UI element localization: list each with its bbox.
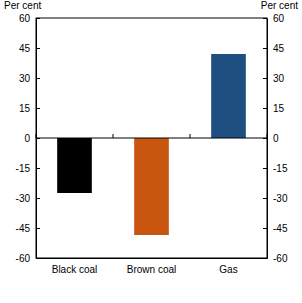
tick: -15 [16,163,40,174]
tick-mark [263,48,267,49]
tick-label: Black coal [52,264,98,275]
tick-mark [263,18,267,19]
tick-label: 45 [19,43,31,54]
tick: -30 [263,193,288,204]
tick-mark [263,78,267,79]
tick-mark [263,138,267,139]
plot: -60 -45 -30 -15 0 15 30 45 60 -60 -45 -30 -15 0 15 30 45… [16,13,288,275]
tick-mark [263,168,267,169]
tick-mark [263,228,267,229]
tick: 15 [19,103,40,114]
tick-label: Gas [219,264,237,275]
tick-label: -30 [16,193,31,204]
tick-label: -45 [273,223,288,234]
tick: 30 [19,73,40,84]
tick-label: -60 [16,253,31,264]
zero-line [36,138,267,139]
bar [211,54,246,138]
tick-mark [36,198,40,199]
tick-label: -15 [273,163,288,174]
y2-axis-label: Per cent [261,0,298,11]
tick-mark [263,198,267,199]
tick-mark [36,18,40,19]
y-axis-label: Per cent [4,0,41,11]
tick-label: 0 [24,133,30,144]
tick-label: 15 [19,103,31,114]
tick: -60 [16,253,40,264]
tick: 0 [263,133,279,144]
tick: Black coal [52,258,98,275]
tick-label: -60 [273,253,288,264]
x-axis: Black coal Brown coal Gas [37,258,268,275]
y-axis: -60 -45 -30 -15 0 15 30 45 60 [16,13,40,264]
tick-label: 30 [19,73,31,84]
tick-label: 30 [273,73,285,84]
tick: 60 [19,13,40,24]
tick-mark [36,168,40,169]
tick: 45 [263,43,285,54]
tick-label: 15 [273,103,285,114]
tick-label: -15 [16,163,31,174]
tick-label: Brown coal [127,264,176,275]
y2-axis: -60 -45 -30 -15 0 15 30 45 60 [263,13,288,264]
tick-label: -45 [16,223,31,234]
tick-mark [263,108,267,109]
bars [57,54,246,235]
tick-mark [36,108,40,109]
tick: 30 [263,73,285,84]
tick: -15 [263,163,288,174]
axis-line [37,258,268,259]
tick-mark [36,138,40,139]
tick-label: -30 [273,193,288,204]
tick: Brown coal [127,258,176,275]
tick: 60 [263,13,285,24]
tick-label: 0 [273,133,279,144]
tick-mark [36,48,40,49]
tick-mark [36,228,40,229]
bar [134,138,169,235]
category-tick [113,134,114,138]
chart: -60 -45 -30 -15 0 15 30 45 60 -60 -45 -30 -15 0 15 30 45… [0,0,302,303]
tick-label: 60 [19,13,31,24]
tick: 15 [263,103,285,114]
tick: -30 [16,193,40,204]
tick: 45 [19,43,40,54]
tick: -45 [263,223,288,234]
tick-mark [36,78,40,79]
tick: Gas [219,258,237,275]
category-tick [190,134,191,138]
tick-label: 60 [273,13,285,24]
axis-line [267,19,268,259]
tick-label: 45 [273,43,285,54]
tick: -45 [16,223,40,234]
bar [57,138,92,193]
frame [36,18,267,258]
tick: 0 [24,133,40,144]
